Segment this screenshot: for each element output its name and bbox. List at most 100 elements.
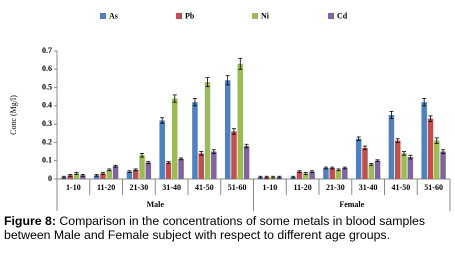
error-bar [113, 164, 118, 168]
bar [374, 160, 381, 179]
error-bar [434, 137, 439, 144]
x-tick-label: 51-60 [228, 183, 247, 192]
legend-label: Ni [261, 11, 270, 20]
error-bar [211, 149, 216, 154]
legend-swatch [100, 13, 106, 19]
error-bar [291, 175, 296, 179]
error-bar [140, 152, 145, 158]
bar [132, 169, 139, 179]
y-tick-label: 0 [48, 174, 52, 183]
y-tick-label: 0.1 [42, 156, 52, 165]
caption-text: Comparison in the concentrations of some… [4, 214, 426, 242]
bar [204, 82, 211, 179]
chart: Conc (Mg/l) 0 0.1 0.2 0.3 0.4 0.5 0.6 0.7 As Pb Ni… [9, 11, 451, 211]
error-bar [166, 161, 171, 164]
error-bar [342, 166, 347, 170]
bar [159, 120, 165, 179]
y-tick-label: 0.3 [42, 119, 52, 128]
legend-swatch [176, 13, 182, 19]
error-bar [303, 172, 308, 175]
bar [342, 168, 348, 179]
error-bar [277, 175, 282, 179]
error-bar [323, 166, 328, 170]
error-bar [297, 170, 302, 174]
x-tick-label: 41-50 [195, 183, 214, 192]
bar [335, 169, 342, 179]
bar [211, 151, 217, 179]
error-bar [441, 149, 446, 154]
error-bar [225, 75, 230, 86]
bar [224, 80, 231, 179]
y-tick-label: 0.6 [42, 64, 52, 73]
bar [427, 118, 434, 179]
error-bar [428, 115, 433, 122]
bar [126, 171, 133, 179]
group-label: Male [147, 200, 165, 209]
error-bar [395, 138, 400, 143]
error-bar [172, 94, 177, 103]
caption: Figure 8: Comparison in the concentratio… [4, 214, 452, 242]
error-bar [100, 172, 105, 175]
x-tick-label: 51-60 [424, 183, 443, 192]
error-bar [271, 175, 276, 179]
legend-label: Pb [185, 11, 195, 20]
bar [172, 98, 178, 179]
error-bar [402, 151, 407, 156]
bar [231, 131, 237, 179]
x-tick-label: 41-50 [392, 183, 411, 192]
bar [362, 147, 368, 179]
bar [100, 173, 106, 179]
bar [106, 169, 113, 179]
error-bar [231, 128, 236, 135]
legend-swatch [252, 13, 258, 19]
x-tick-label: 11-20 [97, 183, 115, 192]
bar [165, 162, 172, 179]
error-bar [94, 174, 99, 177]
error-bar [74, 172, 79, 175]
bar [296, 171, 303, 179]
error-bar [362, 145, 367, 151]
error-bar [389, 110, 394, 120]
error-bar [310, 170, 315, 174]
error-bar [258, 175, 263, 179]
error-bar [179, 157, 184, 161]
bar [303, 173, 309, 179]
caption-label: Figure 8: [4, 214, 56, 228]
error-bar [330, 166, 335, 170]
bar [407, 157, 414, 179]
legend-swatch [328, 13, 334, 19]
error-bar [192, 98, 197, 107]
error-bar [146, 161, 151, 164]
x-tick-label: 1-10 [66, 183, 81, 192]
y-axis-label: Conc (Mg/l) [9, 95, 18, 135]
error-bar [244, 143, 249, 149]
bar [323, 168, 329, 179]
bar [388, 115, 395, 179]
legend-label: As [109, 11, 118, 20]
error-bar [408, 154, 413, 160]
x-tick-label: 21-30 [130, 183, 149, 192]
error-bar [205, 77, 210, 88]
y-tick-label: 0.2 [42, 137, 52, 146]
error-bar [356, 136, 361, 142]
error-bar [375, 159, 380, 163]
bar [198, 153, 204, 179]
bar [421, 102, 427, 179]
bar [355, 138, 362, 179]
bar [67, 175, 73, 179]
error-bar [199, 151, 204, 156]
bar [243, 146, 250, 179]
error-bar [68, 174, 73, 177]
error-bar [264, 175, 269, 179]
error-bar [160, 117, 165, 124]
bar [434, 140, 440, 179]
bar [237, 63, 244, 179]
error-bar [80, 174, 85, 177]
bar [394, 140, 401, 179]
y-tick-label: 0.5 [42, 82, 52, 91]
error-bar [127, 170, 132, 174]
bar [145, 162, 152, 179]
bar [93, 175, 100, 179]
error-bar [336, 168, 341, 172]
